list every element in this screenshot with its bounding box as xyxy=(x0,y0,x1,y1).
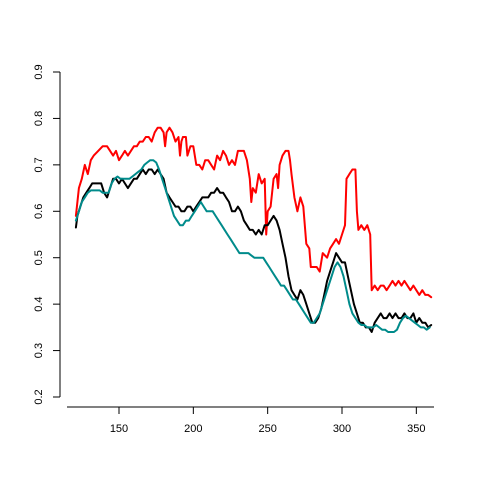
y-tick-label-7: 0.9 xyxy=(33,64,45,79)
series-line-2 xyxy=(74,168,433,333)
x-axis-ticks: 150 200 250 300 350 xyxy=(110,407,426,435)
y-tick-label-1: 0.3 xyxy=(33,343,45,358)
y-tick-label-4: 0.6 xyxy=(33,204,45,219)
y-axis-ticks: 0.2 0.3 0.4 0.5 0.6 0.7 0.8 0.9 xyxy=(33,64,60,405)
x-tick-label-250: 250 xyxy=(258,423,276,435)
y-tick-label-5: 0.7 xyxy=(33,157,45,172)
x-tick-label-150: 150 xyxy=(110,423,128,435)
y-tick-label-0: 0.2 xyxy=(33,389,45,404)
series-line-3 xyxy=(74,159,431,333)
y-tick-label-3: 0.5 xyxy=(33,250,45,265)
series-layer xyxy=(74,126,433,333)
y-tick-label-2: 0.4 xyxy=(33,296,45,311)
axes-layer xyxy=(59,72,434,408)
series-line-1 xyxy=(74,126,433,299)
x-tick-label-300: 300 xyxy=(333,423,351,435)
x-tick-label-200: 200 xyxy=(184,423,202,435)
y-tick-label-6: 0.8 xyxy=(33,111,45,126)
x-tick-label-350: 350 xyxy=(407,423,425,435)
